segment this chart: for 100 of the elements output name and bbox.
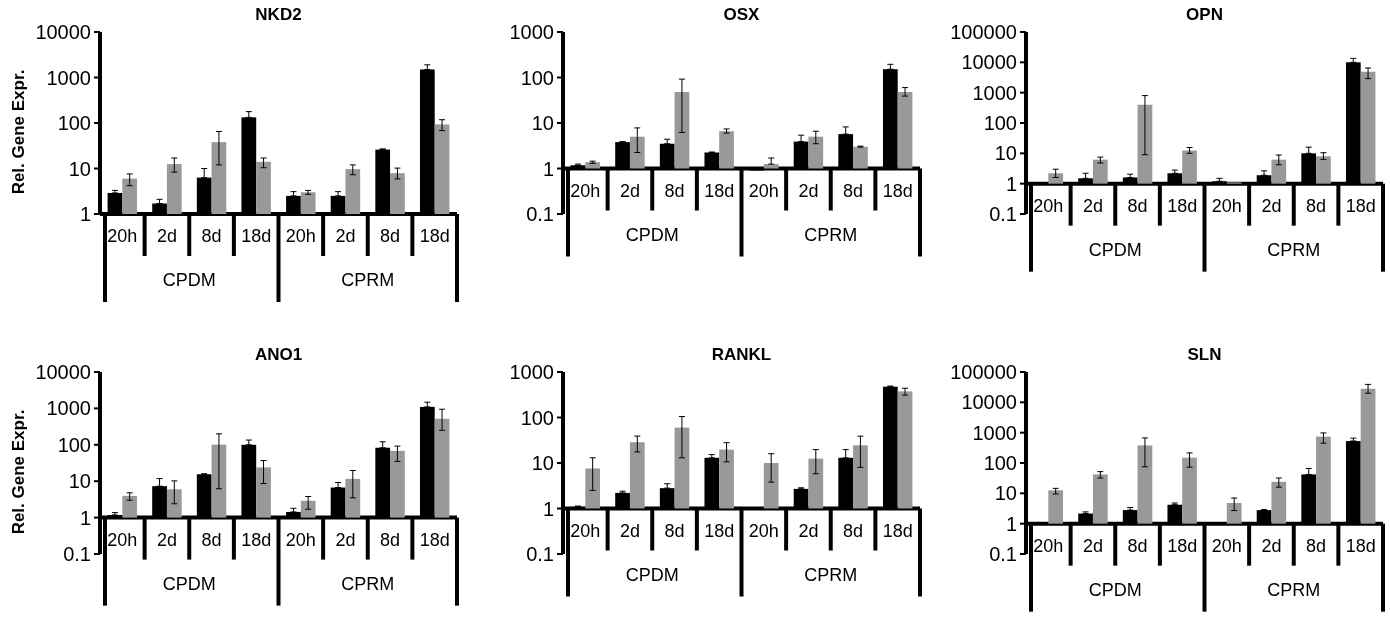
bar [1137, 445, 1153, 524]
x-tick-label: 2d [619, 180, 640, 201]
chart-title: OSX [723, 5, 761, 24]
y-tick-label: 1000 [972, 81, 1017, 104]
x-tick-label: 20h [1033, 535, 1064, 556]
y-tick-label: 1000 [509, 361, 554, 383]
x-tick-label: 8d [201, 226, 222, 246]
x-tick-label: 20h [107, 529, 138, 550]
x-tick-label: 8d [201, 529, 222, 550]
bar [897, 391, 913, 509]
x-tick-label: 20h [1211, 195, 1242, 216]
y-tick-label: 10 [531, 112, 554, 134]
bar [122, 495, 138, 518]
y-tick-label: 100 [520, 406, 554, 429]
y-axis-title: Rel. Gene Expr. [9, 409, 28, 535]
x-tick-label: 2d [156, 226, 177, 246]
text: CPDM [1088, 239, 1142, 260]
text: CPRM [1267, 239, 1321, 260]
bar [808, 136, 824, 169]
bar [1360, 71, 1376, 184]
x-tick-label: 8d [843, 180, 864, 201]
bar [300, 500, 316, 518]
bar [897, 92, 913, 169]
bar [674, 92, 690, 169]
x-tick-label: 20h [107, 226, 138, 246]
bar [629, 136, 645, 169]
y-tick-label: 10 [68, 470, 91, 493]
x-tick-label: 18d [882, 180, 913, 201]
x-tick-label: 2d [619, 520, 640, 541]
x-tick-label: 20h [1211, 535, 1242, 556]
x-tick-label: 18d [1167, 195, 1198, 216]
x-tick-label: 8d [1127, 195, 1148, 216]
x-tick-label: 18d [1345, 195, 1376, 216]
y-tick-label: 1 [79, 506, 91, 529]
bar [1271, 481, 1287, 524]
text: CPRM [341, 270, 395, 290]
bar [763, 164, 779, 169]
chart-title: ANO1 [254, 345, 303, 364]
bar [719, 131, 734, 169]
x-tick-label: 8d [664, 520, 685, 541]
x-tick-label: 20h [1033, 195, 1064, 216]
y-tick-label: 100 [57, 112, 91, 134]
y-tick-label: 100000 [950, 21, 1017, 43]
bar [1092, 474, 1108, 524]
chart-title: RANKL [711, 345, 772, 364]
bar [629, 442, 645, 509]
y-tick-label: 1 [79, 203, 91, 225]
x-tick-label: 2d [798, 180, 819, 201]
bar [166, 489, 182, 518]
y-tick-label: 100 [57, 433, 91, 456]
chart-title: OPN [1186, 5, 1223, 24]
x-tick-label: 20h [285, 529, 316, 550]
x-tick-label: 8d [664, 180, 685, 201]
bar [434, 418, 450, 518]
bar [853, 445, 868, 509]
x-tick-label: 18d [1345, 535, 1376, 556]
x-tick-label: 18d [704, 180, 735, 201]
x-tick-label: 2d [798, 520, 819, 541]
x-tick-label: 8d [843, 520, 864, 541]
x-tick-label: 2d [1261, 535, 1282, 556]
bar [674, 427, 690, 509]
x-tick-label: 18d [419, 529, 450, 550]
y-tick-label: 1000 [46, 66, 91, 89]
text: CPRM [341, 573, 395, 594]
x-tick-label: 20h [748, 520, 779, 541]
x-tick-label: 20h [748, 180, 779, 201]
text: CPRM [804, 224, 858, 245]
y-tick-label: 1000 [46, 397, 91, 420]
y-tick-label: 10 [994, 482, 1017, 505]
y-tick-label: 0.1 [989, 543, 1017, 565]
bar [1092, 159, 1108, 184]
y-tick-label: 1 [1005, 512, 1017, 535]
y-tick-label: 100 [983, 112, 1017, 134]
x-tick-label: 20h [570, 520, 601, 541]
bar [1316, 156, 1331, 184]
y-tick-label: 100 [520, 66, 554, 89]
y-tick-label: 1 [1005, 172, 1017, 195]
y-tick-label: 10 [531, 452, 554, 474]
bar [719, 449, 734, 509]
bar [808, 458, 824, 509]
x-tick-label: 18d [1167, 535, 1198, 556]
y-tick-label: 1 [542, 497, 554, 520]
text: CPDM [1088, 579, 1142, 600]
bar [1137, 104, 1153, 184]
x-tick-label: 8d [1306, 195, 1327, 216]
x-tick-label: 18d [241, 529, 272, 550]
y-tick-label: 0.1 [63, 543, 91, 565]
bar [345, 478, 361, 518]
bar [1048, 173, 1064, 184]
x-tick-label: 2d [335, 226, 356, 246]
y-tick-label: 10 [68, 157, 91, 180]
text: CPDM [162, 573, 216, 594]
x-tick-label: 2d [1261, 195, 1282, 216]
y-tick-label: 0.1 [526, 203, 554, 225]
text: CPRM [804, 564, 858, 585]
x-tick-label: 2d [335, 529, 356, 550]
bar [1360, 388, 1376, 524]
bar [1316, 436, 1331, 524]
x-tick-label: 8d [380, 529, 401, 550]
x-tick-label: 20h [570, 180, 601, 201]
